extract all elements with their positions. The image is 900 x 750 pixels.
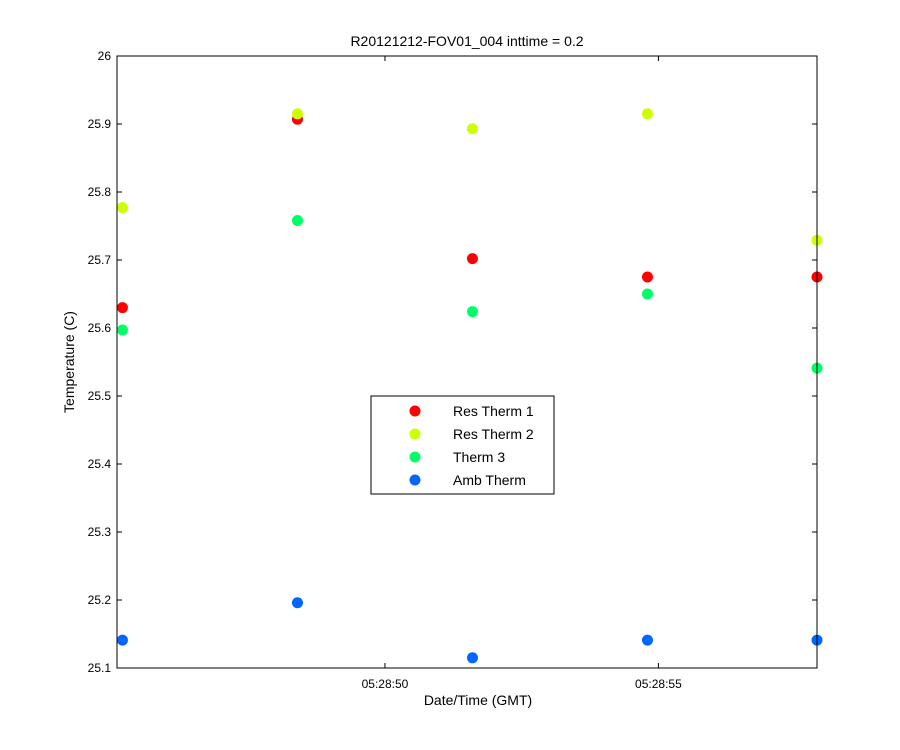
data-point-series-4 xyxy=(466,652,478,664)
data-point-series-3 xyxy=(116,324,128,336)
y-tick-label: 25.3 xyxy=(88,525,112,539)
plot-area-frame xyxy=(116,55,818,669)
x-tick-label: 05:28:55 xyxy=(635,677,682,691)
y-tick-label: 25.5 xyxy=(88,389,112,403)
x-tick-label: 05:28:50 xyxy=(362,677,409,691)
legend-label: Res Therm 1 xyxy=(453,403,534,419)
data-point-series-2 xyxy=(466,123,478,135)
data-point-series-2 xyxy=(641,108,653,120)
legend-label: Res Therm 2 xyxy=(453,426,534,442)
data-point-series-1 xyxy=(466,253,478,265)
y-tick-label: 26 xyxy=(98,49,112,63)
data-point-series-2 xyxy=(116,202,128,214)
y-tick-label: 25.9 xyxy=(88,117,112,131)
y-tick-label: 25.1 xyxy=(88,661,112,675)
data-point-series-3 xyxy=(641,288,653,300)
y-tick-label: 25.4 xyxy=(88,457,112,471)
data-point-series-3 xyxy=(466,306,478,318)
y-tick-label: 25.7 xyxy=(88,253,112,267)
data-point-series-4 xyxy=(291,597,303,609)
y-tick-label: 25.8 xyxy=(88,185,112,199)
x-axis-title: Date/Time (GMT) xyxy=(424,692,532,708)
y-tick-label: 25.2 xyxy=(88,593,112,607)
y-tick-label: 25.6 xyxy=(88,321,112,335)
data-point-series-1 xyxy=(116,302,128,314)
legend: Res Therm 1 Res Therm 2 Therm 3 Amb Therm xyxy=(370,395,555,495)
data-point-series-3 xyxy=(291,215,303,227)
data-point-series-4 xyxy=(116,634,128,646)
legend-marker xyxy=(409,428,421,440)
data-point-series-4 xyxy=(641,634,653,646)
legend-box xyxy=(370,395,555,495)
data-points xyxy=(116,108,823,664)
data-point-series-1 xyxy=(641,271,653,283)
legend-marker xyxy=(409,405,421,417)
chart-title: R20121212-FOV01_004 inttime = 0.2 xyxy=(350,33,583,49)
y-axis-ticks: 25.1 25.2 25.3 25.4 25.5 25.6 25.7 25.8 25.9 26 xyxy=(88,49,817,675)
y-axis-title: Temperature (C) xyxy=(61,311,77,413)
legend-label: Amb Therm xyxy=(453,472,526,488)
x-axis-ticks: 05:28:50 05:28:55 xyxy=(362,56,682,691)
legend-marker xyxy=(409,451,421,463)
legend-marker xyxy=(409,474,421,486)
data-point-series-2 xyxy=(291,108,303,120)
legend-label: Therm 3 xyxy=(453,449,505,465)
